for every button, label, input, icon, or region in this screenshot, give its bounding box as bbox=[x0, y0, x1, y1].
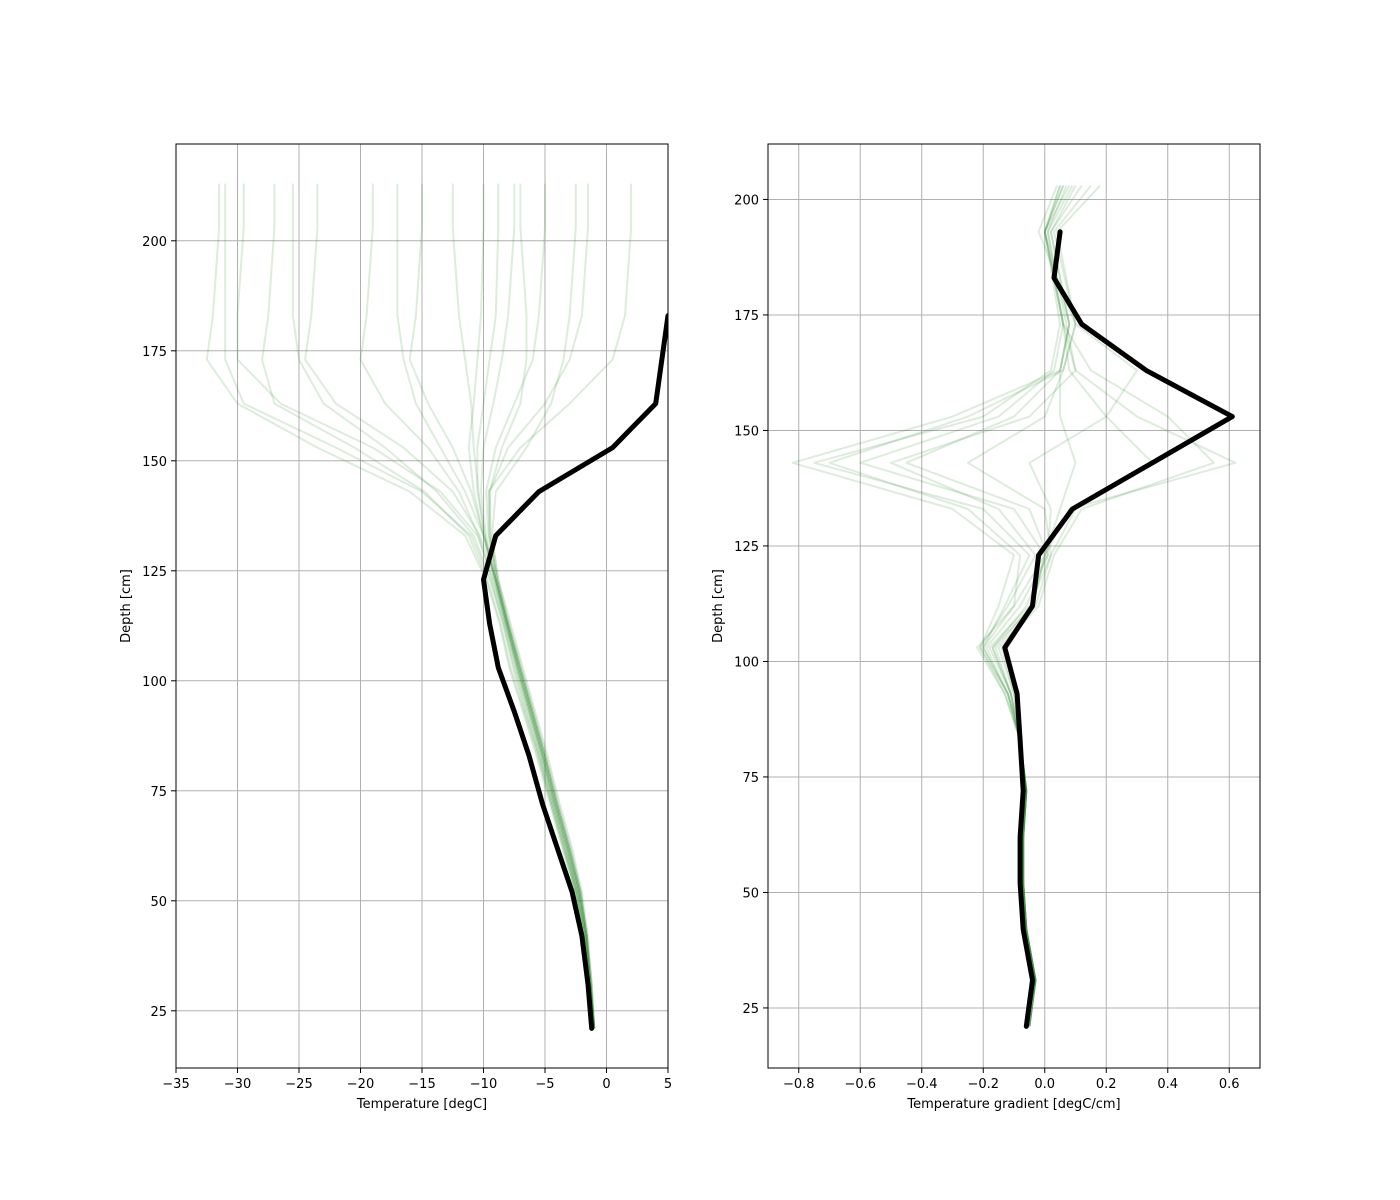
temperature-ensemble-line bbox=[451, 183, 596, 1029]
gradient-y-tick-label: 25 bbox=[742, 1002, 759, 1017]
temperature-ensemble-line bbox=[261, 183, 594, 1029]
temperature-ensemble-line bbox=[480, 183, 596, 1029]
temperature-ensemble-line bbox=[359, 183, 594, 1029]
temperature-ensemble-line bbox=[396, 183, 596, 1029]
temperature-x-tick-label: 0 bbox=[602, 1077, 610, 1092]
gradient-y-tick-label: 100 bbox=[734, 655, 759, 670]
gradient-x-tick-label: −0.2 bbox=[967, 1077, 999, 1092]
temperature-x-axis-label: Temperature [degC] bbox=[356, 1097, 487, 1112]
temperature-ensemble-line bbox=[408, 183, 596, 1029]
gradient-ensemble-line bbox=[994, 185, 1237, 1027]
gradient-y-tick-label: 150 bbox=[734, 424, 759, 439]
gradient-x-ticks: −0.8 −0.6 −0.4 −0.2 0.0 0.2 0.4 0.6 bbox=[783, 1068, 1240, 1092]
temperature-y-tick-label: 175 bbox=[142, 345, 167, 360]
gradient-ensemble-line bbox=[905, 185, 1083, 1027]
temperature-ensemble-line bbox=[487, 183, 633, 1029]
gradient-x-tick-label: 0.4 bbox=[1157, 1077, 1178, 1092]
temperature-ensemble-lines bbox=[205, 183, 633, 1029]
gradient-x-tick-label: −0.4 bbox=[906, 1077, 938, 1092]
temperature-ensemble-line bbox=[485, 183, 596, 1029]
gradient-ensemble-line bbox=[890, 185, 1077, 1027]
gradient-mean-line-group bbox=[1002, 229, 1235, 1029]
gradient-x-tick-label: −0.8 bbox=[783, 1077, 815, 1092]
gradient-y-axis-label: Depth [cm] bbox=[711, 569, 726, 643]
temperature-x-ticks: −35 −30 −25 −20 −15 −10 −5 0 5 bbox=[162, 1068, 672, 1092]
temperature-ensemble-line bbox=[488, 183, 596, 1029]
temperature-x-tick-label: −25 bbox=[285, 1077, 312, 1092]
gradient-plot-frame bbox=[767, 143, 1261, 1069]
gradient-ensemble-line bbox=[991, 185, 1138, 1027]
temperature-y-tick-label: 50 bbox=[150, 895, 167, 910]
temperature-ensemble-line bbox=[476, 183, 594, 1029]
temperature-y-tick-label: 125 bbox=[142, 565, 167, 580]
gradient-ensemble-line bbox=[859, 185, 1065, 1027]
temperature-y-tick-label: 150 bbox=[142, 455, 167, 470]
temperature-y-ticks: 25 50 75 100 125 150 175 200 bbox=[142, 235, 176, 1020]
gradient-mean-line bbox=[1002, 229, 1235, 1029]
temperature-ensemble-line bbox=[236, 183, 596, 1029]
temperature-ensemble-line bbox=[291, 183, 594, 1029]
gradient-x-tick-label: −0.6 bbox=[844, 1077, 876, 1092]
temperature-mean-line bbox=[481, 313, 668, 1031]
gradient-ensemble-line bbox=[828, 184, 1101, 1027]
gradient-y-tick-label: 200 bbox=[734, 193, 759, 208]
gradient-ensemble-line bbox=[991, 185, 1077, 1027]
temperature-y-tick-label: 75 bbox=[150, 785, 167, 800]
temperature-x-tick-label: −10 bbox=[470, 1077, 497, 1092]
temperature-grid bbox=[175, 144, 669, 1068]
gradient-y-ticks: 25 50 75 100 125 150 175 200 bbox=[734, 193, 768, 1017]
temperature-ensemble-line bbox=[488, 183, 596, 1029]
gradient-x-tick-label: 0.0 bbox=[1034, 1077, 1055, 1092]
temperature-y-tick-label: 200 bbox=[142, 235, 167, 250]
gradient-x-tick-label: 0.6 bbox=[1219, 1077, 1240, 1092]
gradient-grid bbox=[768, 144, 1260, 1068]
temperature-x-tick-label: −35 bbox=[162, 1077, 189, 1092]
temperature-gradient-plot: −0.8 −0.6 −0.4 −0.2 0.0 0.2 0.4 0.6 25 50 75 100 12… bbox=[711, 143, 1261, 1112]
gradient-y-tick-label: 75 bbox=[742, 771, 759, 786]
temperature-ensemble-line bbox=[467, 183, 596, 1029]
temperature-x-tick-label: −15 bbox=[408, 1077, 435, 1092]
temperature-x-tick-label: −30 bbox=[224, 1077, 251, 1092]
gradient-ensemble-line bbox=[813, 185, 1071, 1027]
temperature-y-tick-label: 25 bbox=[150, 1005, 167, 1020]
gradient-y-tick-label: 175 bbox=[734, 309, 759, 324]
temperature-ensemble-line bbox=[224, 183, 596, 1029]
temperature-y-tick-label: 100 bbox=[142, 675, 167, 690]
gradient-ensemble-line bbox=[791, 185, 1077, 1027]
temperature-y-axis-label: Depth [cm] bbox=[119, 569, 134, 643]
gradient-x-axis-label: Temperature gradient [degC/cm] bbox=[906, 1097, 1120, 1112]
gradient-y-tick-label: 125 bbox=[734, 540, 759, 555]
temperature-profile-plot: −35 −30 −25 −20 −15 −10 −5 0 5 25 50 75 100 125 150 17… bbox=[119, 143, 672, 1112]
gradient-ensemble-line bbox=[966, 184, 1092, 1027]
temperature-x-tick-label: −20 bbox=[347, 1077, 374, 1092]
temperature-x-tick-label: −5 bbox=[535, 1077, 554, 1092]
gradient-ensemble-lines bbox=[791, 184, 1237, 1027]
temperature-ensemble-line bbox=[491, 183, 596, 1029]
temperature-mean-line-group bbox=[481, 313, 668, 1031]
temperature-x-tick-label: 5 bbox=[664, 1077, 672, 1092]
gradient-y-tick-label: 50 bbox=[742, 886, 759, 901]
temperature-ensemble-line bbox=[304, 183, 596, 1029]
gradient-x-tick-label: 0.2 bbox=[1096, 1077, 1117, 1092]
